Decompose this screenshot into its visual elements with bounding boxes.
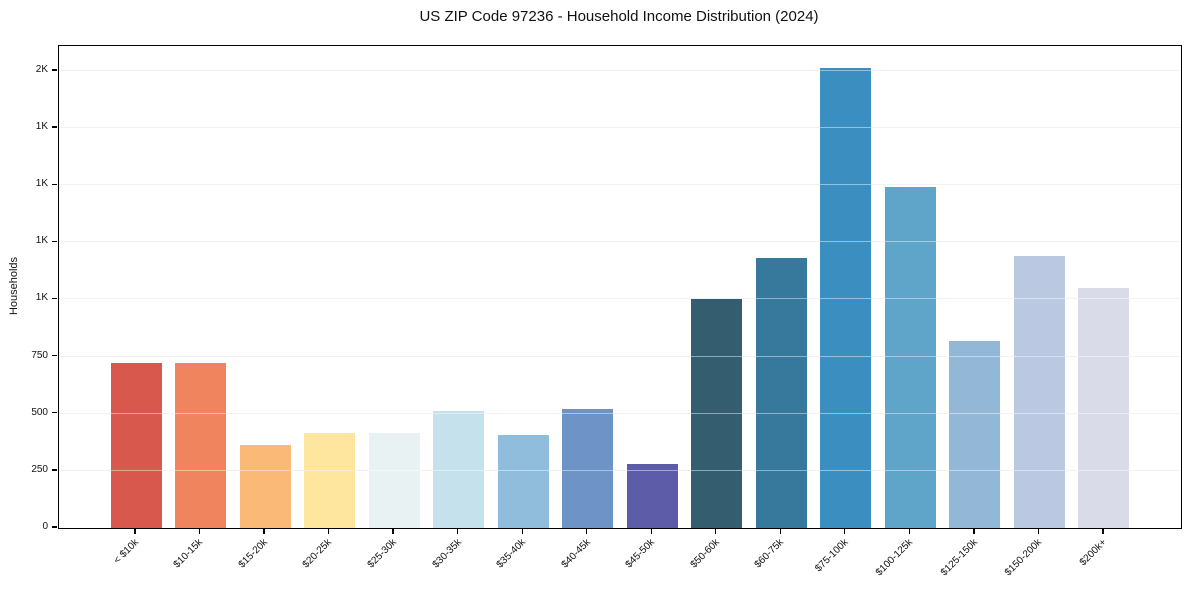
bar-50-60k — [691, 299, 743, 528]
y-axis-label: Households — [8, 256, 20, 316]
y-tick-label: 250 — [31, 463, 48, 475]
bar-20-25k — [304, 432, 356, 528]
plot-area — [58, 45, 1182, 529]
x-tick-mark — [908, 528, 910, 534]
y-tick-mark — [51, 69, 57, 71]
x-tick-mark — [263, 528, 265, 534]
x-tick-mark — [1102, 528, 1104, 534]
y-tick-label: 1K — [35, 235, 48, 247]
y-tick-label: 750 — [31, 349, 48, 361]
y-tick-mark — [51, 469, 57, 471]
y-tick-mark — [51, 126, 57, 128]
bar-100-125k — [884, 187, 936, 528]
gridline — [59, 298, 1181, 300]
bars-layer — [59, 46, 1181, 528]
bar-60-75k — [755, 258, 807, 528]
gridline — [59, 469, 1181, 471]
x-tick-mark — [779, 528, 781, 534]
y-tick-label: 1K — [35, 178, 48, 190]
gridline — [59, 298, 1181, 300]
gridline — [59, 355, 1181, 357]
gridline — [59, 184, 1181, 186]
y-tick-label: 1K — [35, 292, 48, 304]
bar-15-20k — [239, 444, 291, 528]
x-tick-mark — [715, 528, 717, 534]
bar-200k — [1078, 287, 1130, 528]
y-tick-mark — [51, 526, 57, 528]
bar-35-40k — [497, 435, 549, 528]
y-tick-label: 500 — [31, 406, 48, 418]
gridline — [59, 241, 1181, 243]
gridline — [59, 69, 1181, 71]
y-tick-label: 0 — [42, 521, 48, 532]
x-tick-mark — [1037, 528, 1040, 534]
y-tick-mark — [51, 412, 57, 414]
x-tick-mark — [973, 528, 975, 534]
bar-125-150k — [949, 341, 1001, 528]
y-tick-label: 1K — [35, 121, 48, 133]
bar-10-15k — [175, 362, 227, 528]
gridline — [59, 241, 1181, 243]
x-tick-mark — [457, 528, 459, 534]
gridlines — [59, 46, 1181, 528]
x-tick-mark — [586, 528, 588, 534]
gridline — [59, 127, 1181, 129]
gridlines-overlay — [59, 46, 1181, 528]
x-tick-mark — [521, 528, 523, 534]
x-tick-mark — [198, 528, 201, 534]
gridline — [59, 469, 1181, 471]
gridline — [59, 412, 1181, 414]
gridline — [59, 127, 1181, 129]
x-tick-mark — [392, 528, 394, 534]
y-tick-label: 2K — [35, 63, 48, 75]
y-tick-mark — [51, 240, 57, 242]
y-tick-mark — [51, 297, 57, 300]
bar-150-200k — [1013, 256, 1065, 528]
bar-25-30k — [368, 433, 420, 528]
x-tick-mark — [134, 528, 136, 534]
bar-40-45k — [562, 409, 614, 528]
bar-75-100k — [820, 68, 872, 528]
gridline — [59, 184, 1181, 186]
gridline — [59, 69, 1181, 71]
gridline — [59, 355, 1181, 357]
chart-title: US ZIP Code 97236 - Household Income Dis… — [419, 8, 819, 25]
x-tick-mark — [844, 528, 846, 534]
x-tick-mark — [650, 528, 652, 534]
bar-10k — [110, 363, 162, 528]
y-tick-mark — [51, 183, 57, 185]
bar-45-50k — [626, 463, 678, 528]
x-tick-mark — [327, 528, 330, 534]
bar-30-35k — [433, 410, 485, 528]
y-tick-mark — [51, 354, 57, 357]
gridline — [59, 412, 1181, 414]
